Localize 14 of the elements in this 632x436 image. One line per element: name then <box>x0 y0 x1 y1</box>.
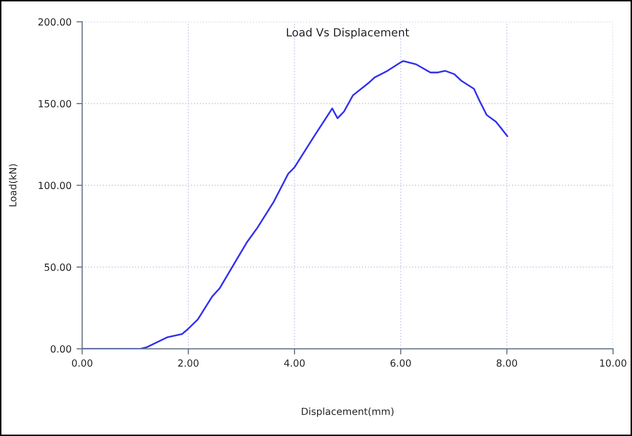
x-tick-label: 8.00 <box>496 359 518 367</box>
x-tick-label: 6.00 <box>390 359 411 367</box>
y-tick-label: 200.00 <box>38 18 72 26</box>
text: Load Vs Displacement <box>286 28 410 39</box>
x-tick-label: 4.00 <box>284 359 305 367</box>
x-axis-title: Displacement(mm) <box>302 408 394 417</box>
x-tick-label: 10.00 <box>600 359 626 367</box>
y-tick-label: 50.00 <box>44 264 72 271</box>
y-tick-label: 100.00 <box>38 182 72 190</box>
y-tick-label: 0.00 <box>50 345 72 353</box>
y-axis-title: Load(kN) <box>8 164 18 206</box>
x-tick-label: 2.00 <box>178 359 199 367</box>
y-tick-label: 150.00 <box>38 100 72 108</box>
x-tick-label: 0.00 <box>72 359 92 367</box>
